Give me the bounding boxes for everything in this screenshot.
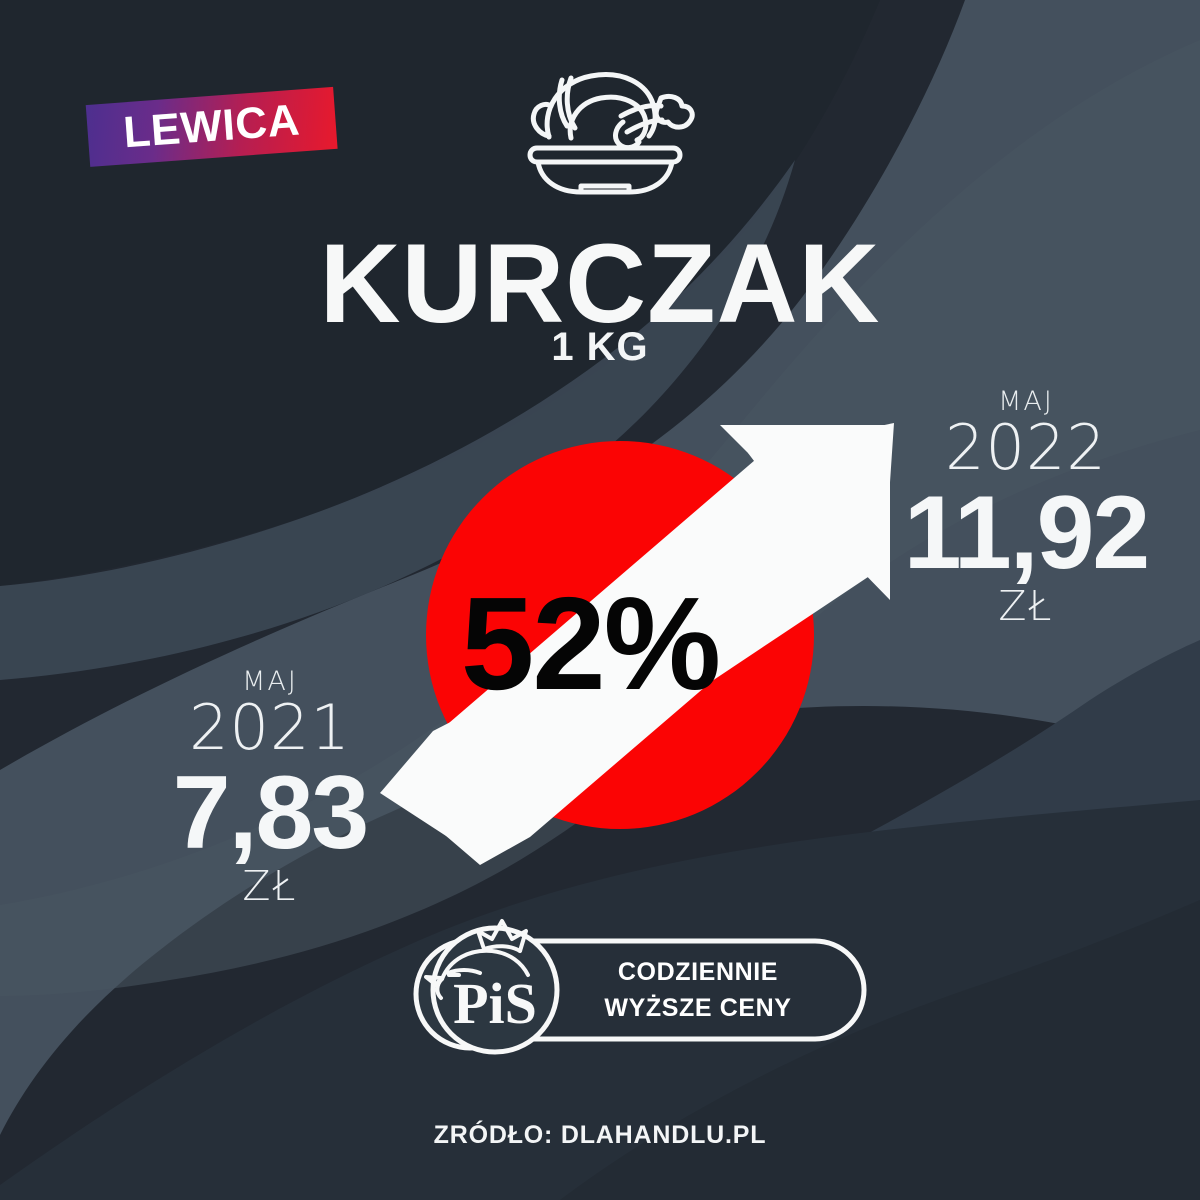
price-old-year: 2021	[189, 691, 351, 764]
price-old-block: MAJ 2021 7,83 ZŁ	[110, 668, 430, 907]
slogan-line-2: WYŻSZE CENY	[604, 993, 792, 1022]
wave-light-crescent-left	[0, 160, 795, 680]
price-new-block: MAJ 2022 11,92 ZŁ	[858, 388, 1194, 627]
product-weight-label: 1 KG	[551, 325, 649, 369]
price-new-value: 11,92	[903, 475, 1151, 592]
price-increase-graphic	[380, 423, 894, 865]
percent-change-label: 52%	[460, 570, 721, 717]
price-new-currency: ZŁ	[998, 582, 1054, 631]
page-title: KURCZAK	[319, 221, 881, 346]
pis-initials: PiS	[453, 971, 537, 1036]
pis-eagle-icon	[424, 919, 530, 1000]
pis-circle-front	[430, 925, 560, 1055]
wave-sheen-upper	[0, 40, 1200, 996]
source-note: ZRÓDŁO: DLAHANDLU.PL	[433, 1121, 767, 1149]
price-old-currency: ZŁ	[242, 862, 298, 911]
price-old-month: MAJ	[242, 666, 298, 697]
pis-slogan-badge: PiS	[413, 919, 867, 1055]
price-old-value: 7,83	[172, 755, 369, 872]
wave-dark-right-wedge	[560, 900, 1200, 1200]
price-new-month: MAJ	[998, 386, 1054, 417]
price-new-year: 2022	[945, 411, 1107, 484]
slogan-line-1: CODZIENNIE	[617, 958, 779, 986]
roast-chicken-on-platter-icon	[527, 72, 695, 195]
slogan-text: CODZIENNIE WYŻSZE CENY	[572, 955, 824, 1026]
arrow-shape	[380, 423, 894, 847]
